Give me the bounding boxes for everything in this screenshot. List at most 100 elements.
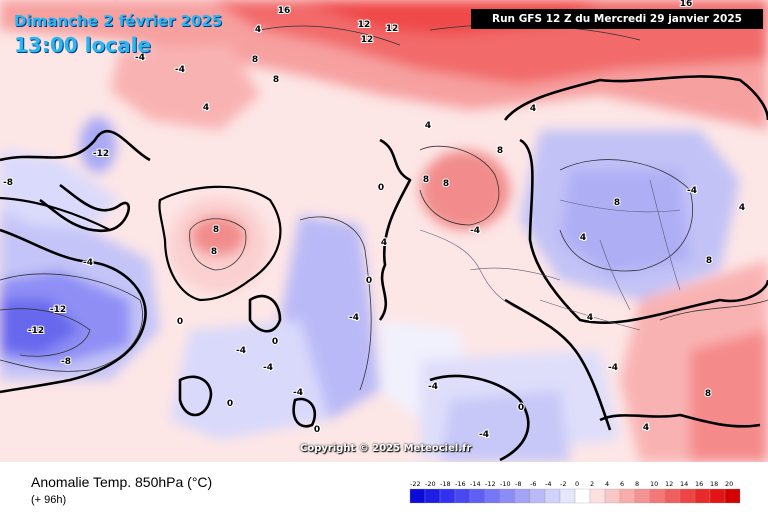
anomaly-value-label: 0	[518, 403, 524, 413]
anomaly-value-label: 8	[423, 175, 429, 185]
anomaly-value-label: 4	[580, 233, 586, 243]
scale-swatch	[469, 488, 486, 504]
scale-swatch	[454, 488, 471, 504]
anomaly-value-label: 12	[386, 24, 399, 34]
scale-swatch	[724, 488, 741, 504]
anomaly-value-label: 4	[643, 423, 649, 433]
scale-swatch	[619, 488, 636, 504]
anomaly-value-label: 4	[425, 121, 431, 131]
scale-label: 18	[710, 480, 718, 488]
scale-swatch	[424, 488, 441, 504]
anomaly-value-label: -4	[135, 53, 145, 63]
scale-label: -10	[500, 480, 511, 488]
anomaly-value-label: 8	[252, 55, 258, 65]
anomaly-value-label: -12	[93, 149, 109, 159]
scale-swatch	[409, 488, 426, 504]
scale-swatch	[559, 488, 576, 504]
scale-label: -4	[545, 480, 551, 488]
anomaly-value-label: 0	[378, 183, 384, 193]
anomaly-value-label: 8	[706, 256, 712, 266]
anomaly-value-label: -4	[236, 346, 246, 356]
scale-swatch	[484, 488, 501, 504]
anomaly-value-label: -4	[263, 363, 273, 373]
anomaly-labels: 16 12 12 12 16 4 4 8 8 8 8 4 4 4 -4 -4 -4 -4 -4 -8 -8 -12 -12 -…	[2, 0, 746, 441]
copyright-notice: Copyright © 2025 Meteociel.fr	[300, 443, 472, 454]
map-graphic: 16 12 12 12 16 4 4 8 8 8 8 4 4 4 -4 -4 -4 -4 -4 -8 -8 -12 -12 -…	[0, 0, 768, 462]
anomaly-value-label: 8	[497, 146, 503, 156]
scale-label: -20	[425, 480, 436, 488]
scale-label: -22	[410, 480, 421, 488]
anomaly-value-label: 4	[739, 203, 745, 213]
scale-label: 20	[725, 480, 733, 488]
anomaly-value-label: -12	[28, 326, 44, 336]
scale-label: 0	[575, 480, 579, 488]
anomaly-value-label: 8	[213, 225, 219, 235]
scale-label: 12	[665, 480, 673, 488]
footer: Anomalie Temp. 850hPa (°C) (+ 96h) -22 -2…	[0, 462, 768, 512]
scale-label: -14	[470, 480, 481, 488]
forecast-date: Dimanche 2 février 2025	[14, 12, 223, 30]
scale-swatch	[544, 488, 561, 504]
anomaly-value-label: 0	[314, 425, 320, 435]
scale-swatch	[529, 488, 546, 504]
forecast-time: 13:00 locale	[14, 33, 151, 57]
scale-swatch	[634, 488, 651, 504]
anomaly-value-label: 0	[366, 276, 372, 286]
anomaly-value-label: 8	[443, 179, 449, 189]
anomaly-value-label: 12	[361, 35, 374, 45]
scale-label: -6	[530, 480, 536, 488]
anomaly-value-label: 8	[211, 247, 217, 257]
zero-anomaly-contour	[0, 185, 282, 302]
lead-time: (+ 96h)	[31, 494, 67, 506]
anomaly-value-label: 8	[614, 198, 620, 208]
anomaly-value-label: 12	[358, 20, 371, 30]
anomaly-value-label: -8	[3, 178, 13, 188]
scale-swatch	[604, 488, 621, 504]
scale-label: 8	[635, 480, 639, 488]
anomaly-value-label: -4	[175, 65, 185, 75]
scale-swatch	[679, 488, 696, 504]
scale-swatch	[439, 488, 456, 504]
anomaly-value-label: 0	[177, 317, 183, 327]
scale-swatch	[694, 488, 711, 504]
scale-label: 10	[650, 480, 658, 488]
anomaly-value-label: -4	[293, 388, 303, 398]
anomaly-value-label: -4	[428, 382, 438, 392]
scale-label: -16	[455, 480, 466, 488]
anomaly-value-label: 4	[530, 104, 536, 114]
scale-label: 14	[680, 480, 688, 488]
anomaly-value-label: -8	[61, 357, 71, 367]
scale-label: 6	[620, 480, 624, 488]
anomaly-value-label: 4	[587, 313, 593, 323]
scale-swatch	[664, 488, 681, 504]
anomaly-value-label: 0	[272, 337, 278, 347]
anomaly-value-label: 0	[227, 399, 233, 409]
anomaly-value-label: -4	[349, 313, 359, 323]
color-scale: -22 -20 -18 -16 -14 -12 -10 -8 -6 -4 -2 0 2 4 6 8 10 12 14…	[409, 480, 741, 504]
anomaly-value-label: -4	[608, 363, 618, 373]
anomaly-value-label: -4	[83, 258, 93, 268]
coastlines	[0, 75, 768, 462]
anomaly-value-label: 16	[278, 6, 291, 16]
borders	[419, 179, 681, 331]
scale-swatch	[574, 488, 591, 504]
anomaly-value-label: 4	[381, 238, 387, 248]
anomaly-value-label: 8	[705, 389, 711, 399]
parameter-title: Anomalie Temp. 850hPa (°C)	[31, 474, 213, 490]
anomaly-value-label: -4	[479, 430, 489, 440]
anomaly-value-label: -4	[687, 186, 697, 196]
scale-swatch	[514, 488, 531, 504]
anomaly-map: 16 12 12 12 16 4 4 8 8 8 8 4 4 4 -4 -4 -4 -4 -4 -8 -8 -12 -12 -…	[0, 0, 768, 462]
anomaly-value-label: 16	[680, 0, 693, 9]
scale-swatch	[499, 488, 516, 504]
scale-label: -2	[560, 480, 566, 488]
anomaly-value-label: -4	[470, 226, 480, 236]
scale-label: -12	[485, 480, 496, 488]
scale-label: -8	[515, 480, 521, 488]
anomaly-value-label: 8	[273, 75, 279, 85]
anomaly-value-label: 4	[203, 103, 209, 113]
anomaly-value-label: -12	[50, 305, 66, 315]
scale-swatch	[709, 488, 726, 504]
scale-swatch	[589, 488, 606, 504]
isolines	[0, 24, 768, 391]
